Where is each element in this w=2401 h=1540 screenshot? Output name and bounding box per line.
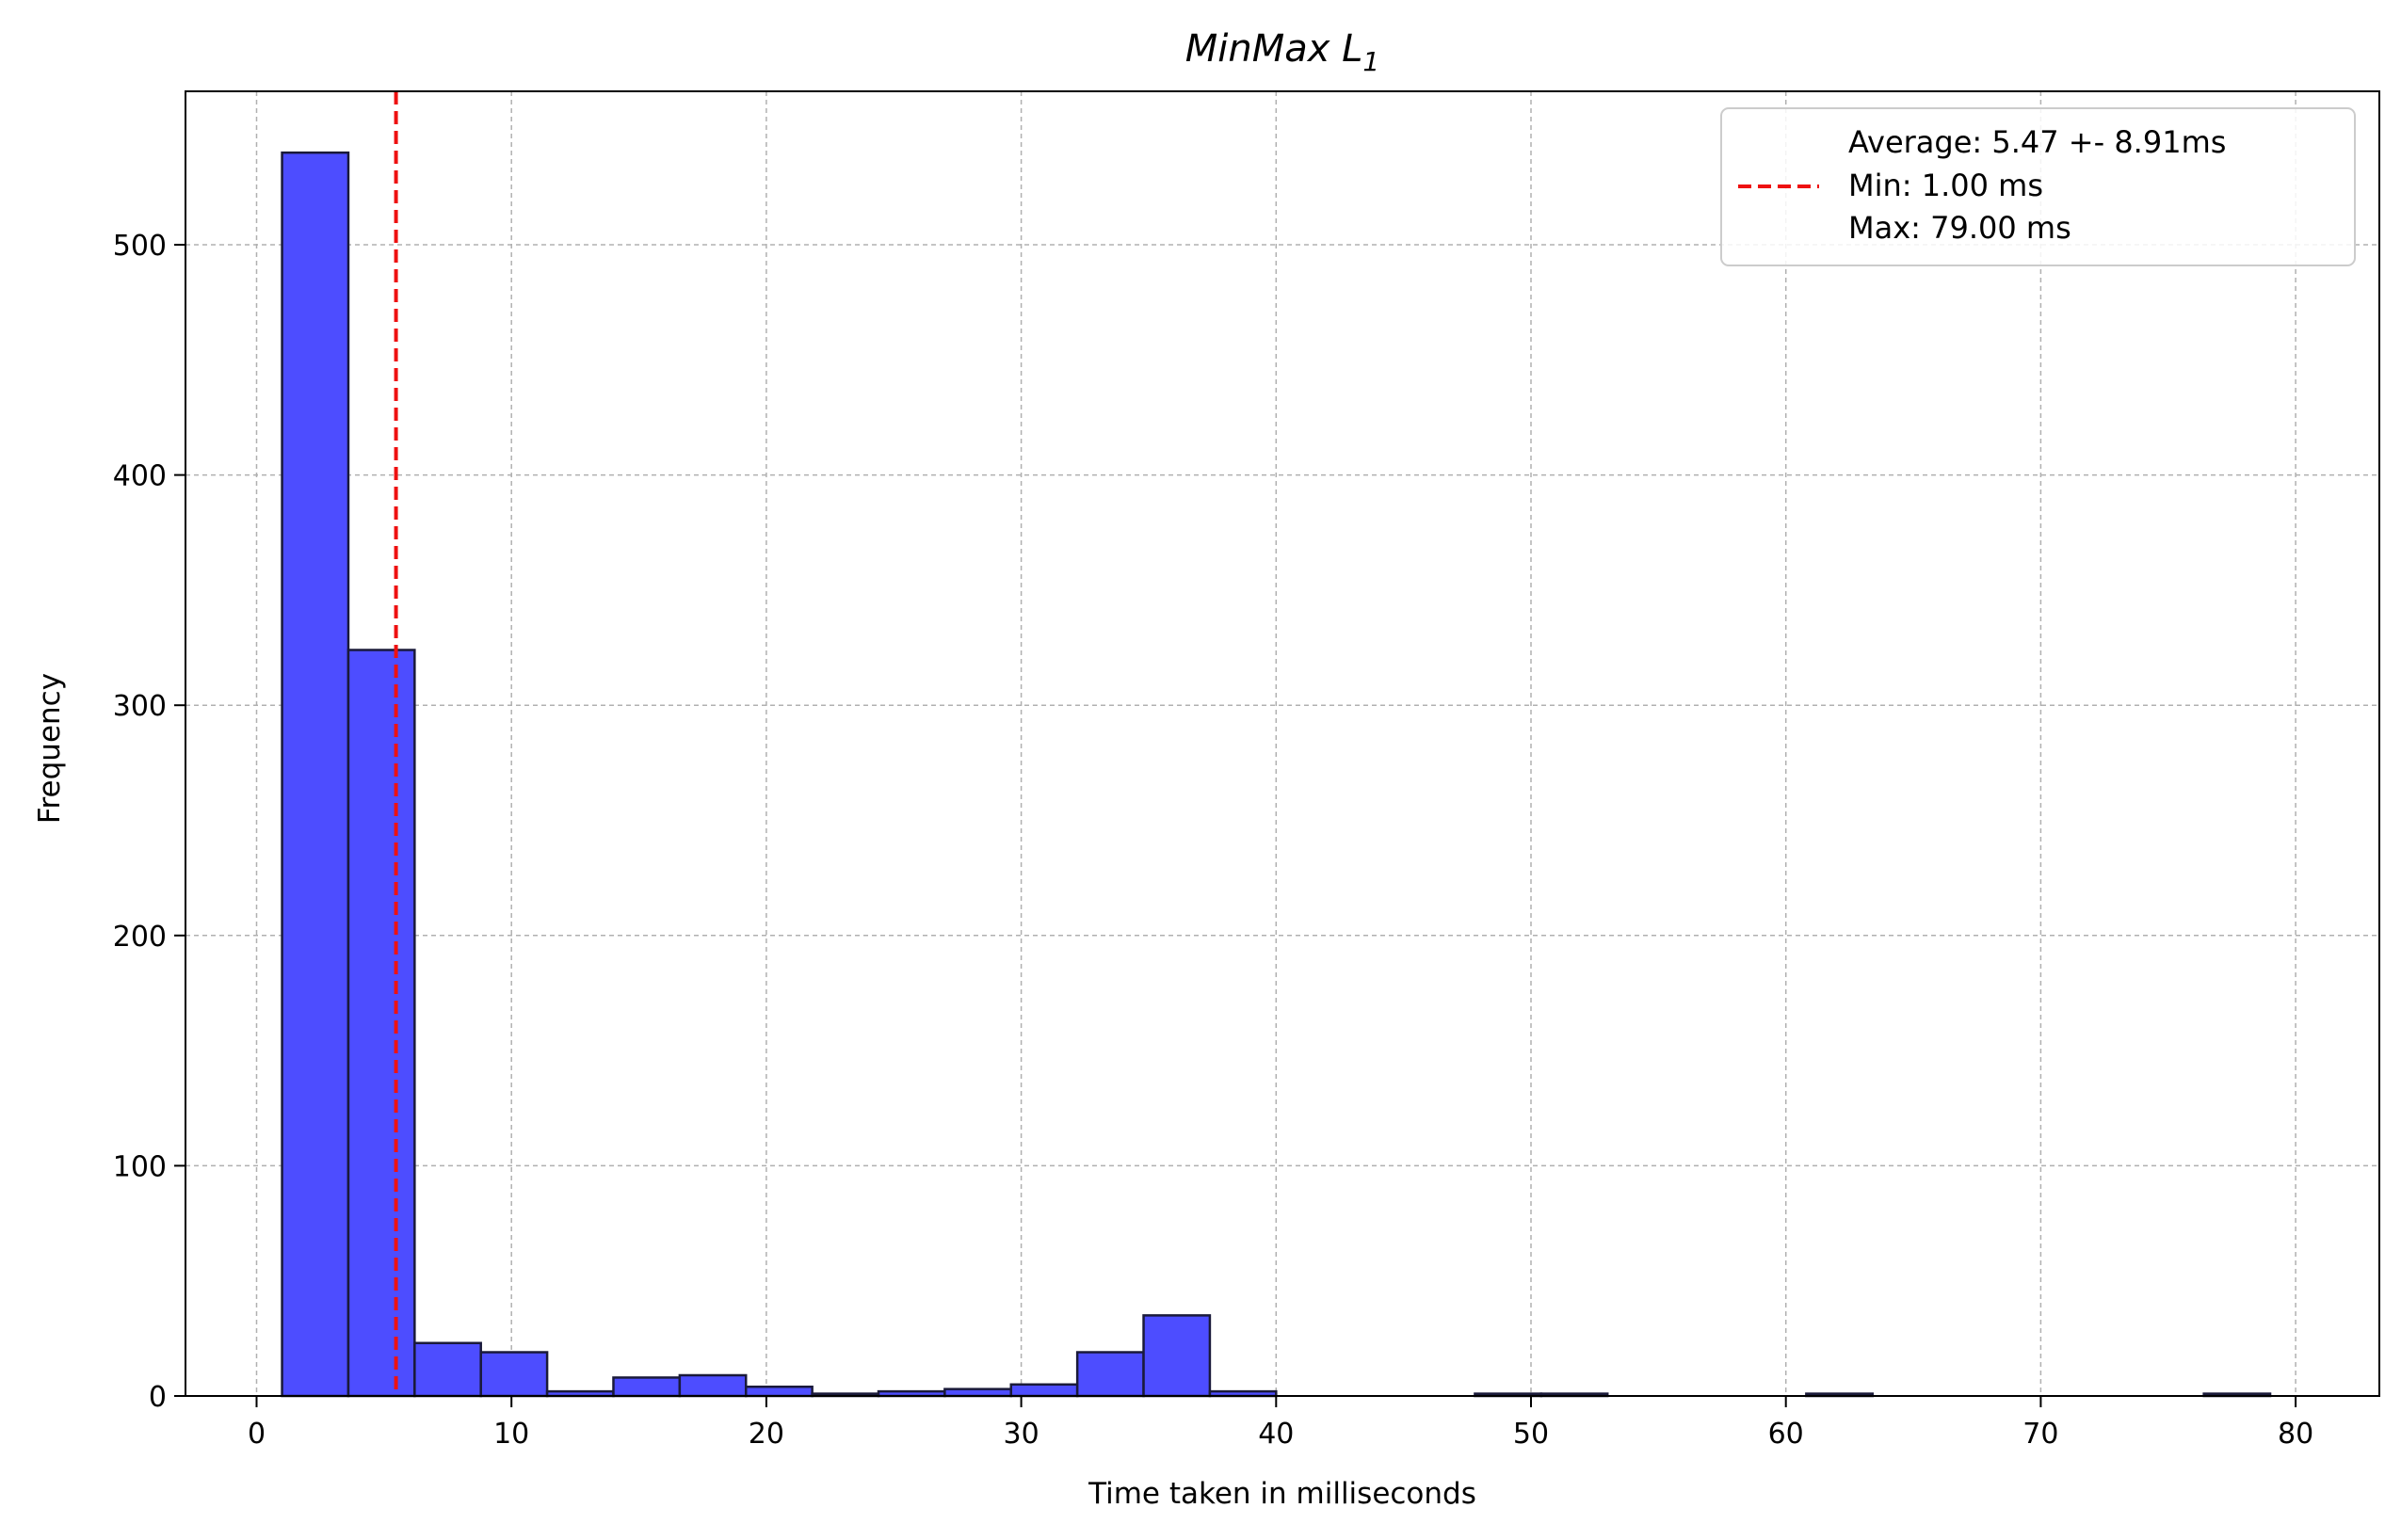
- x-tick-label: 30: [1004, 1418, 1039, 1451]
- chart-title-subscript: 1: [1362, 46, 1379, 77]
- x-tick-label: 70: [2022, 1418, 2058, 1451]
- histogram-bar: [678, 1373, 748, 1398]
- x-tick-label: 60: [1768, 1418, 1804, 1451]
- legend-min-text: Min: 1.00 ms: [1848, 168, 2043, 203]
- grid-lines: [185, 91, 2379, 1397]
- y-tick-label: 500: [113, 230, 167, 263]
- x-tick-label: 0: [248, 1418, 266, 1451]
- x-tick-label: 80: [2278, 1418, 2313, 1451]
- histogram-bar: [413, 1341, 482, 1398]
- x-tick-label: 40: [1258, 1418, 1294, 1451]
- y-axis-label: Frequency: [33, 673, 67, 824]
- histogram-bar: [943, 1388, 1013, 1398]
- plot-area-frame: [185, 90, 2380, 1397]
- y-tick-label: 100: [113, 1150, 167, 1183]
- histogram-bar: [1009, 1383, 1079, 1398]
- chart-title-main: MinMax L: [1185, 27, 1363, 71]
- axis-ticks: 0 10 20 30 40 50 60 70 80 0 100 200 300 400 500: [113, 230, 2313, 1451]
- y-tick-label: 0: [149, 1381, 167, 1414]
- histogram-bar: [1142, 1314, 1212, 1398]
- histogram-bar: [612, 1376, 682, 1398]
- y-tick-label: 400: [113, 460, 167, 493]
- chart-title: MinMax L1: [1185, 27, 1380, 77]
- histogram-bar: [1075, 1351, 1145, 1398]
- histogram-bar: [744, 1385, 814, 1398]
- x-tick-label: 20: [749, 1418, 784, 1451]
- histogram-bar: [281, 151, 350, 1398]
- legend: Average: 5.47 +- 8.91ms Min: 1.00 ms Max…: [1720, 107, 2356, 266]
- x-axis-label: Time taken in milliseconds: [1088, 1477, 1476, 1511]
- legend-average-text: Average: 5.47 +- 8.91ms: [1848, 124, 2226, 160]
- histogram-bar: [479, 1351, 549, 1398]
- histogram-bar: [346, 649, 416, 1398]
- x-tick-label: 10: [493, 1418, 529, 1451]
- x-tick-label: 50: [1513, 1418, 1549, 1451]
- legend-box: [1720, 107, 2356, 266]
- y-tick-label: 200: [113, 921, 167, 954]
- legend-max-text: Max: 79.00 ms: [1848, 210, 2071, 246]
- y-tick-label: 300: [113, 690, 167, 723]
